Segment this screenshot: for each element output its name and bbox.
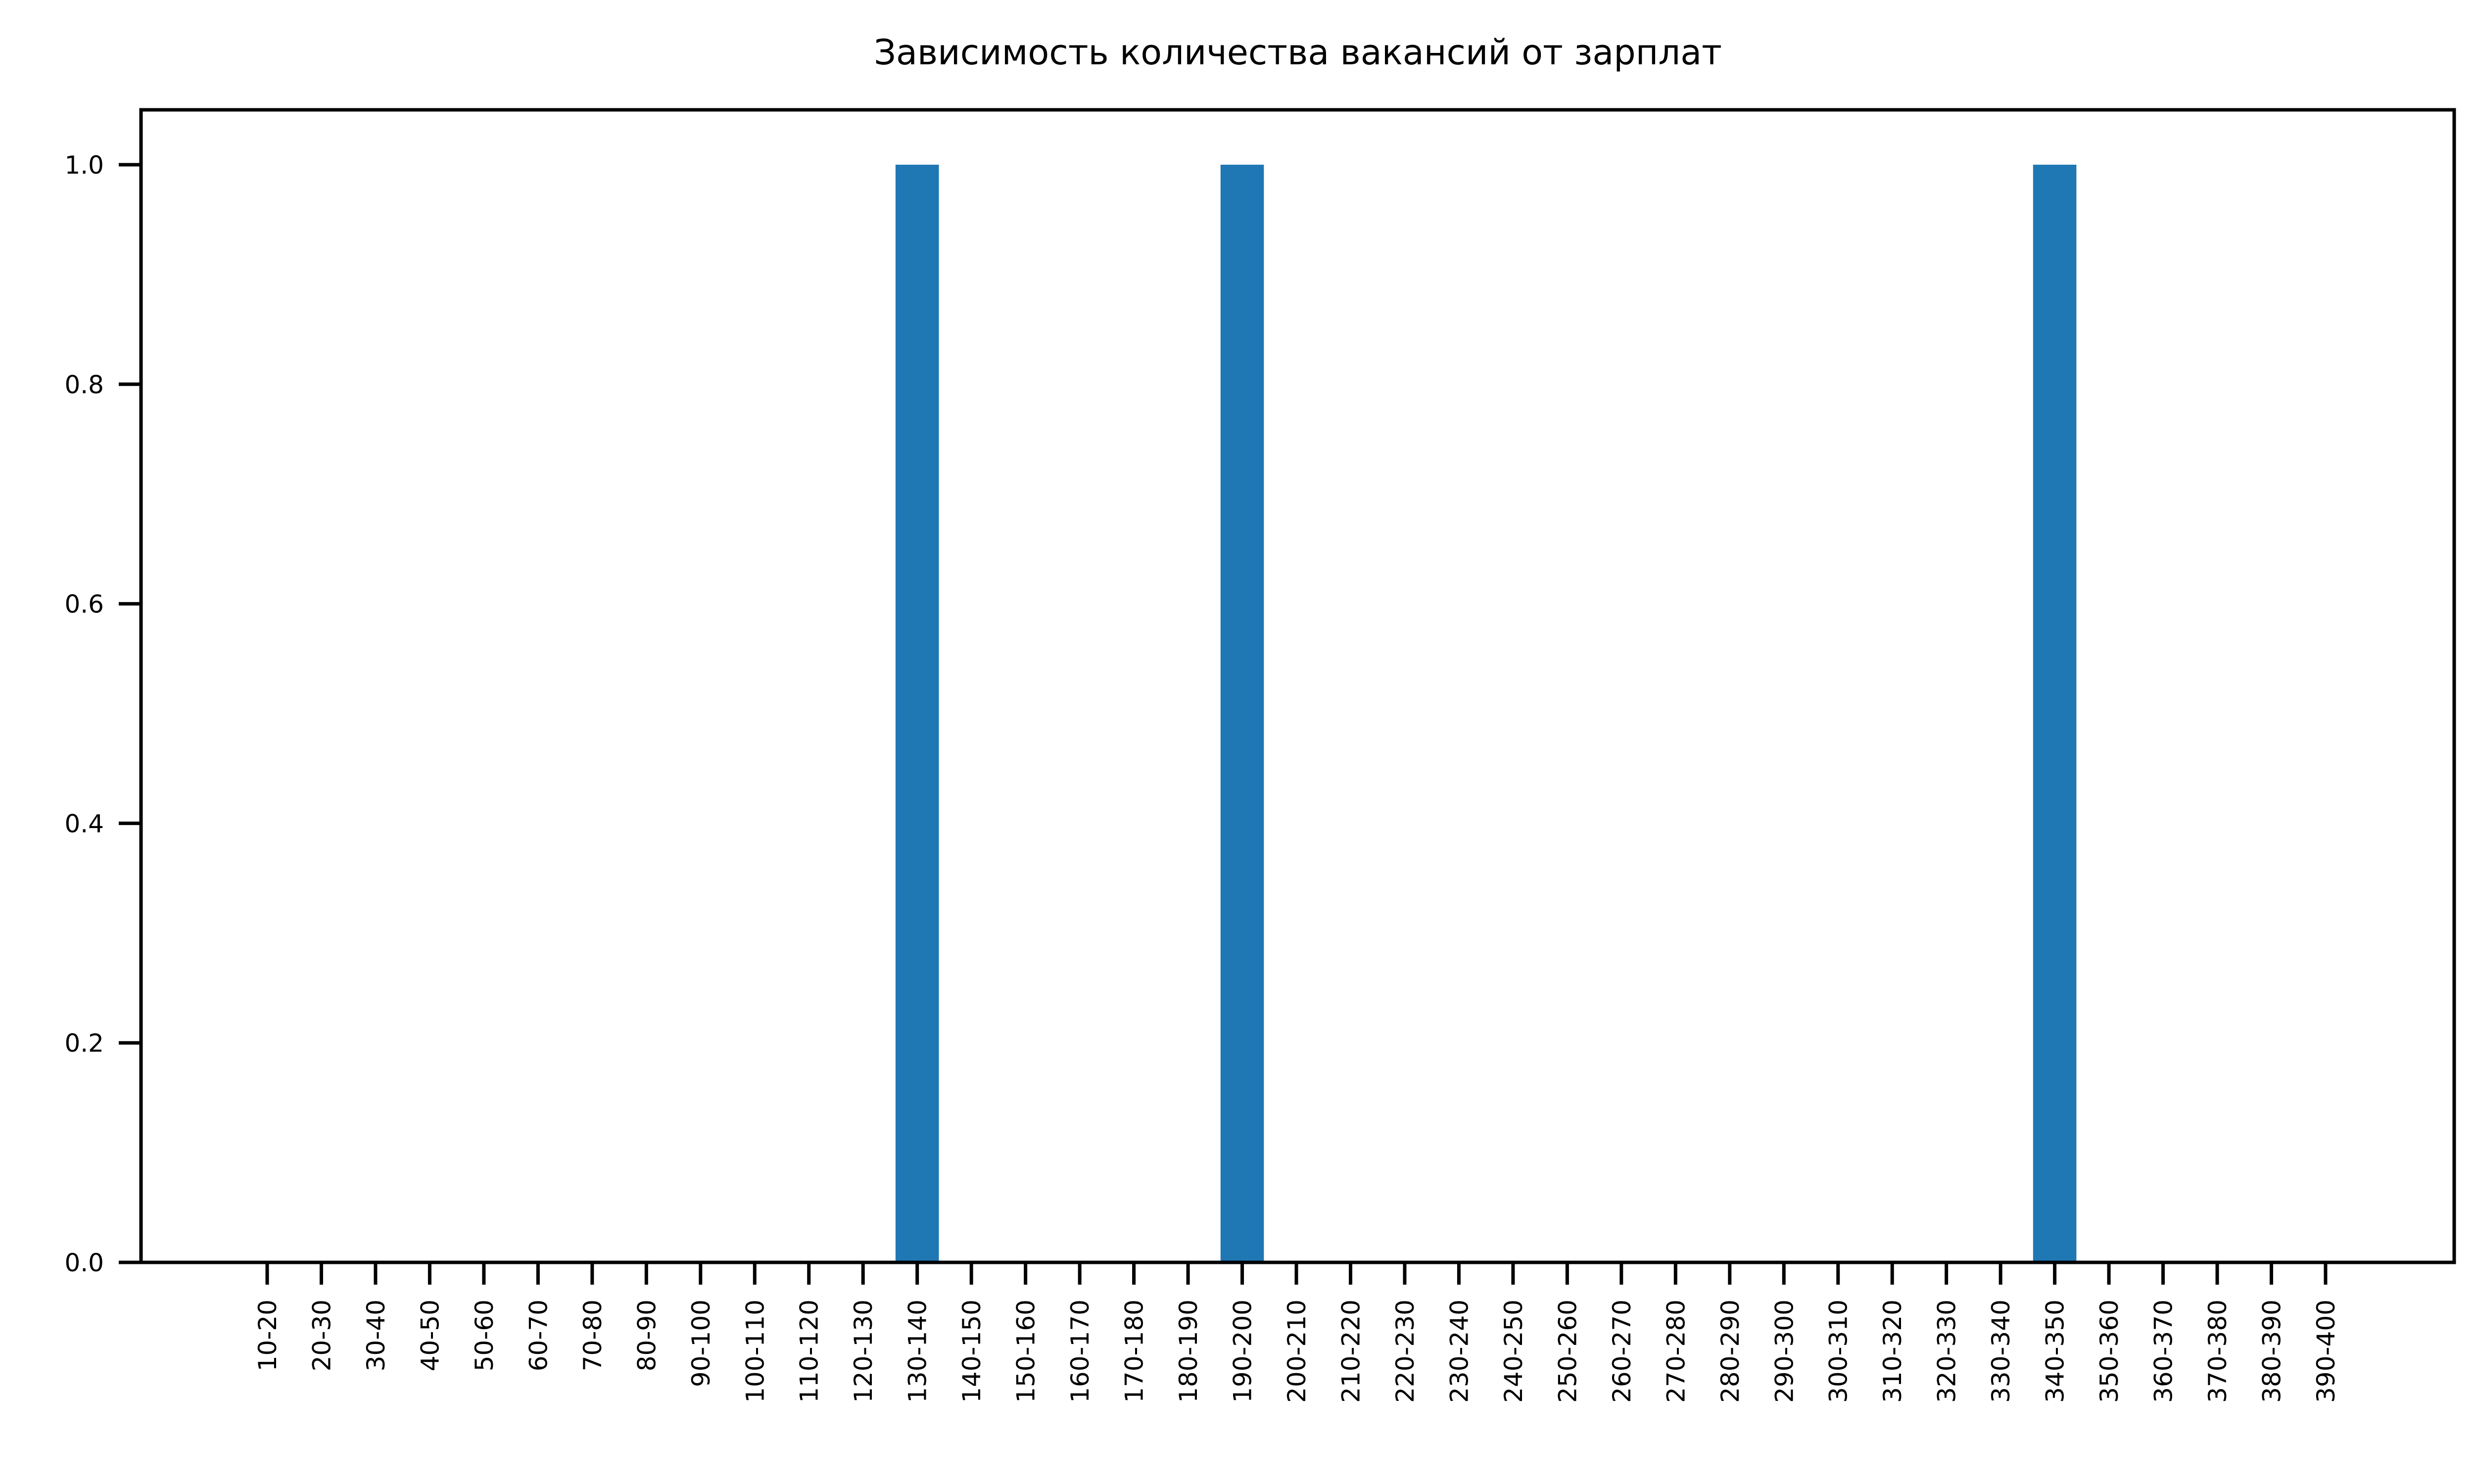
x-axis: 10-20 20-30 30-40 40-50 50-60 60-70 70-80 80-90…: [253, 1262, 2340, 1403]
x-tick-label: 290-300: [1770, 1299, 1799, 1403]
x-tick-label: 40-50: [416, 1299, 444, 1371]
x-tick-label: 150-160: [1012, 1299, 1041, 1403]
x-tick-label: 190-200: [1229, 1299, 1257, 1403]
x-tick-label: 280-290: [1716, 1299, 1745, 1403]
bars-group: [895, 164, 2077, 1262]
x-tick-label: 390-400: [2312, 1299, 2340, 1403]
x-tick-label: 310-320: [1878, 1299, 1907, 1403]
x-tick-label: 120-130: [849, 1299, 878, 1403]
x-tick-label: 370-380: [2203, 1299, 2232, 1403]
y-tick-label: 1.0: [64, 151, 104, 180]
x-tick-label: 80-90: [632, 1299, 661, 1371]
y-tick-label: 0.2: [64, 1029, 104, 1058]
x-tick-label: 320-330: [1933, 1299, 1961, 1403]
bar-190-200: [1220, 164, 1264, 1262]
x-tick-label: 360-370: [2149, 1299, 2178, 1403]
x-tick-label: 240-250: [1499, 1299, 1528, 1403]
x-tick-label: 200-210: [1283, 1299, 1311, 1403]
x-tick-label: 160-170: [1066, 1299, 1094, 1403]
x-tick-label: 50-60: [470, 1299, 499, 1371]
x-tick-label: 180-190: [1174, 1299, 1203, 1403]
y-tick-label: 0.0: [64, 1249, 104, 1277]
y-tick-label: 0.4: [64, 809, 104, 838]
x-tick-label: 100-110: [741, 1299, 769, 1403]
x-tick-label: 170-180: [1120, 1299, 1149, 1403]
x-tick-label: 30-40: [362, 1299, 390, 1371]
x-tick-label: 250-260: [1553, 1299, 1582, 1403]
bar-130-140: [895, 164, 939, 1262]
x-tick-label: 380-390: [2258, 1299, 2286, 1403]
y-axis: 0.0 0.2 0.4 0.6 0.8 1.0: [64, 151, 141, 1277]
x-tick-label: 300-310: [1824, 1299, 1853, 1403]
x-tick-label: 350-360: [2095, 1299, 2124, 1403]
x-tick-label: 20-30: [307, 1299, 336, 1371]
bar-340-350: [2033, 164, 2077, 1262]
x-tick-label: 140-150: [957, 1299, 986, 1403]
x-tick-label: 270-280: [1662, 1299, 1690, 1403]
y-tick-label: 0.8: [64, 371, 104, 399]
x-tick-label: 220-230: [1391, 1299, 1420, 1403]
x-tick-label: 130-140: [904, 1299, 932, 1403]
x-tick-label: 70-80: [578, 1299, 607, 1371]
x-tick-label: 10-20: [253, 1299, 282, 1371]
y-tick-label: 0.6: [64, 590, 104, 619]
x-tick-label: 330-340: [1987, 1299, 2015, 1403]
x-tick-label: 210-220: [1336, 1299, 1365, 1403]
x-tick-label: 110-120: [795, 1299, 824, 1403]
x-tick-label: 260-270: [1608, 1299, 1636, 1403]
plot-frame: [139, 108, 2456, 1264]
chart-title: Зависимость количества вакансий от зарпл…: [874, 32, 1722, 73]
x-tick-label: 340-350: [2041, 1299, 2070, 1403]
x-tick-label: 90-100: [687, 1299, 715, 1387]
x-tick-label: 60-70: [524, 1299, 553, 1371]
x-tick-label: 230-240: [1445, 1299, 1474, 1403]
